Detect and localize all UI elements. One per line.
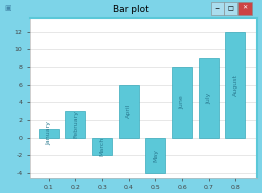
Bar — [66, 111, 85, 138]
Text: June: June — [180, 96, 185, 109]
Text: January: January — [46, 121, 51, 145]
FancyBboxPatch shape — [238, 2, 252, 15]
Bar — [145, 138, 165, 173]
Text: Bar plot: Bar plot — [113, 4, 149, 14]
Text: □: □ — [228, 6, 233, 11]
Text: ✕: ✕ — [242, 6, 248, 11]
FancyBboxPatch shape — [224, 2, 237, 15]
Bar — [39, 129, 59, 138]
Bar — [92, 138, 112, 155]
Text: May: May — [153, 149, 158, 162]
Bar — [225, 32, 245, 138]
Text: March: March — [100, 137, 105, 156]
Text: April: April — [126, 104, 131, 118]
Bar — [172, 67, 192, 138]
Bar — [199, 58, 219, 138]
FancyBboxPatch shape — [211, 2, 224, 15]
Text: July: July — [206, 92, 211, 104]
Text: August: August — [233, 74, 238, 96]
Bar — [119, 85, 139, 138]
Text: ▣: ▣ — [4, 5, 11, 11]
Text: February: February — [73, 110, 78, 139]
Text: −: − — [215, 6, 220, 11]
